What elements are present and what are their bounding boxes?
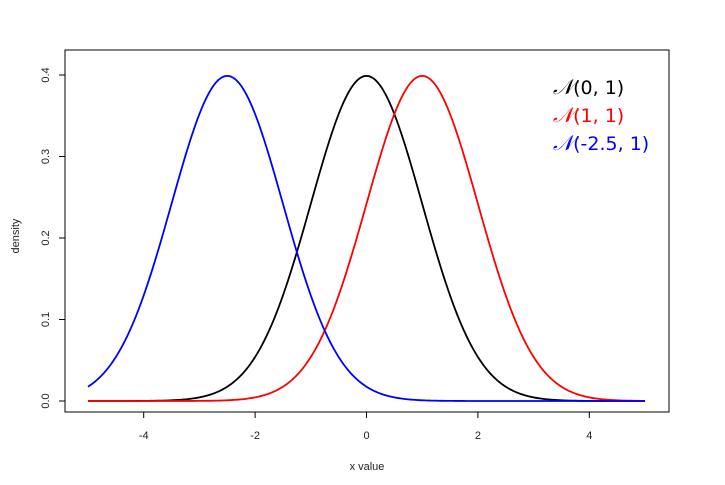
y-tick-label: 0.4 (40, 67, 52, 82)
y-tick-label: 0.3 (40, 149, 52, 164)
legend-entry-1: 𝒩(1, 1) (553, 103, 624, 127)
x-tick-label: 4 (586, 430, 592, 442)
x-tick-label: 2 (475, 430, 481, 442)
legend: 𝒩(0, 1) 𝒩(1, 1) 𝒩(-2.5, 1) (553, 75, 649, 155)
x-axis-label: x value (350, 461, 385, 473)
y-axis-label: density (10, 218, 22, 253)
x-tick-label: -4 (139, 430, 149, 442)
y-tick-label: 0.0 (40, 393, 52, 408)
legend-entry-2: 𝒩(-2.5, 1) (553, 131, 649, 155)
series-line-0 (88, 74, 645, 402)
x-tick-label: -2 (250, 430, 260, 442)
y-tick-label: 0.2 (40, 230, 52, 245)
x-tick-label: 0 (363, 430, 369, 442)
legend-params: (0, 1) (573, 77, 624, 99)
y-tick-label: 0.1 (40, 312, 52, 327)
x-axis: -4 -2 0 2 4 (139, 411, 592, 442)
series-line-2 (87, 74, 645, 402)
y-axis: 0.0 0.1 0.2 0.3 0.4 (40, 67, 66, 409)
series-line-1 (88, 74, 646, 402)
legend-params: (1, 1) (573, 105, 624, 127)
legend-params: (-2.5, 1) (573, 133, 649, 155)
legend-entry-0: 𝒩(0, 1) (553, 75, 624, 99)
density-curves (87, 74, 646, 402)
